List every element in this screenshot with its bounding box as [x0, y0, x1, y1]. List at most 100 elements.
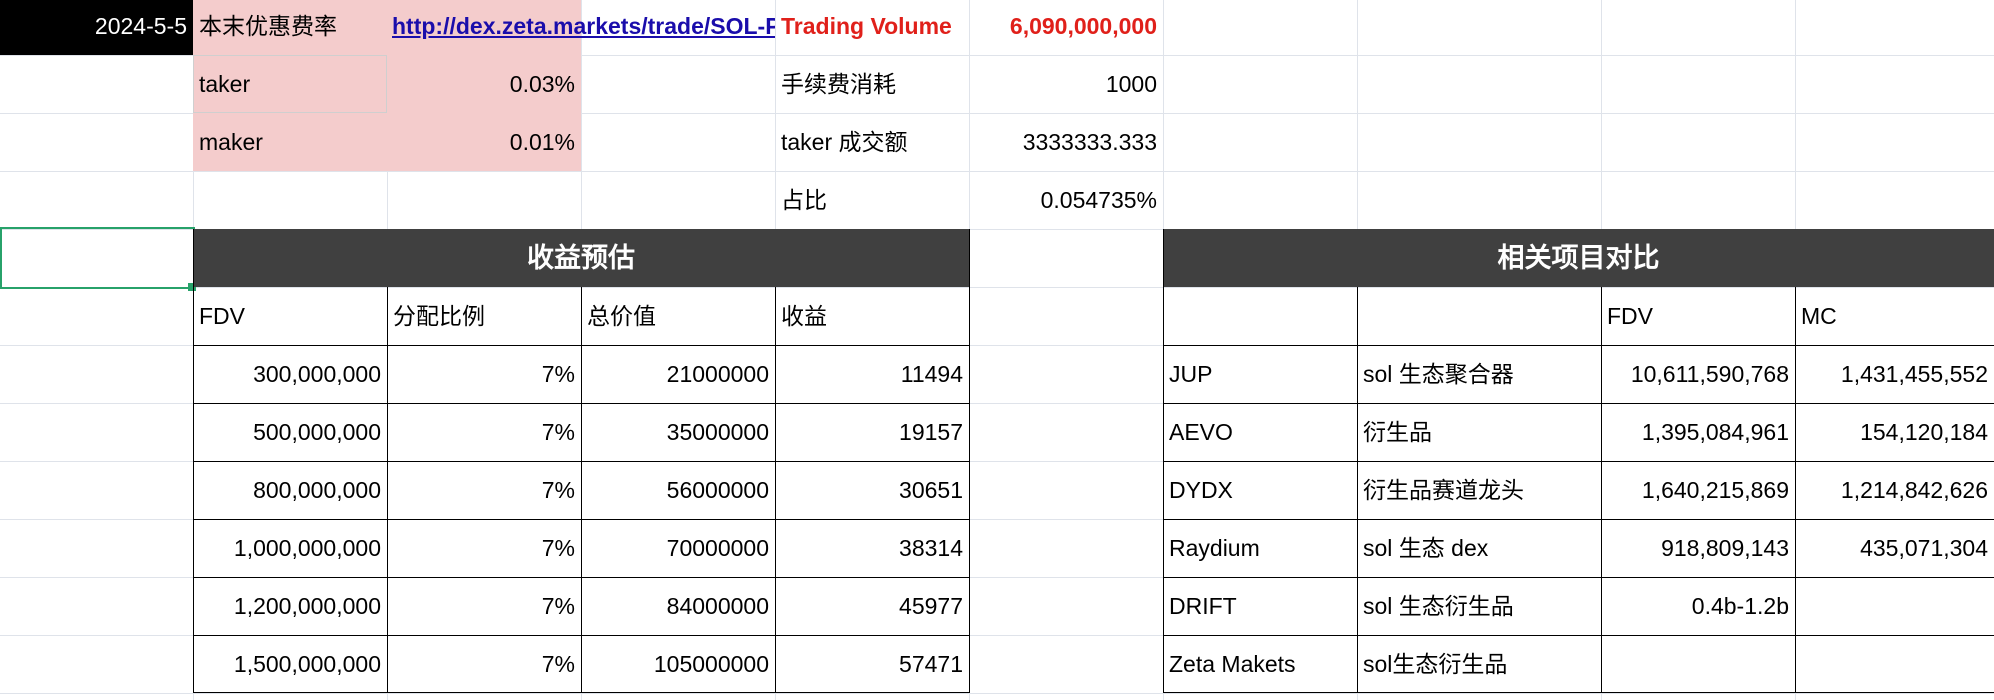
table-border	[1163, 345, 1994, 346]
gridline	[0, 577, 1994, 578]
selected-cell[interactable]	[0, 227, 195, 289]
date-cell-fill	[0, 0, 193, 55]
compare-cell[interactable]	[1601, 635, 1795, 693]
estimate-cell[interactable]: 1,500,000,000	[233, 651, 381, 677]
table-border	[193, 577, 969, 578]
table-border	[969, 229, 970, 693]
estimate-cell[interactable]: 45977	[899, 593, 963, 619]
estimate-cell[interactable]: 38314	[899, 535, 963, 561]
date-cell[interactable]: 2024-5-5	[94, 13, 187, 39]
compare-cell[interactable]: 衍生品	[1363, 419, 1432, 445]
compare-title[interactable]: 相关项目对比	[1163, 229, 1994, 287]
estimate-cell[interactable]: 300,000,000	[253, 361, 381, 387]
estimate-header-ratio[interactable]: 分配比例	[393, 303, 485, 329]
compare-cell[interactable]: 1,640,215,869	[1641, 477, 1789, 503]
estimate-cell[interactable]: 7%	[541, 361, 575, 387]
taker-turnover-label[interactable]: taker 成交额	[781, 129, 908, 155]
compare-header-fdv[interactable]: FDV	[1607, 303, 1653, 329]
estimate-cell[interactable]: 19157	[899, 419, 963, 445]
estimate-cell[interactable]: 70000000	[666, 535, 769, 561]
fee-consumption-label[interactable]: 手续费消耗	[781, 71, 896, 97]
share-label[interactable]: 占比	[781, 187, 827, 213]
taker-cell-border	[193, 55, 387, 113]
fee-consumption-value[interactable]: 1000	[1105, 71, 1157, 97]
estimate-cell[interactable]: 11494	[900, 361, 963, 387]
share-value[interactable]: 0.054735%	[1040, 187, 1157, 213]
compare-cell[interactable]: 435,071,304	[1860, 535, 1988, 561]
estimate-header-income[interactable]: 收益	[781, 303, 827, 329]
compare-cell[interactable]: Zeta Makets	[1169, 651, 1296, 677]
estimate-cell[interactable]: 84000000	[666, 593, 769, 619]
estimate-cell[interactable]: 57471	[899, 651, 963, 677]
table-border	[1163, 577, 1994, 578]
gridline	[0, 345, 1994, 346]
compare-cell[interactable]: sol 生态聚合器	[1363, 361, 1514, 387]
trading-volume-value[interactable]: 6,090,000,000	[1009, 13, 1157, 39]
table-border	[1163, 635, 1994, 636]
compare-cell[interactable]: 1,395,084,961	[1641, 419, 1789, 445]
compare-cell[interactable]: DYDX	[1169, 477, 1233, 503]
compare-cell[interactable]: DRIFT	[1169, 593, 1237, 619]
fill-handle[interactable]	[188, 283, 196, 291]
estimate-cell[interactable]: 7%	[541, 535, 575, 561]
compare-cell[interactable]: AEVO	[1169, 419, 1233, 445]
compare-cell[interactable]: sol 生态 dex	[1363, 535, 1489, 561]
gridline	[0, 113, 1994, 114]
compare-cell[interactable]: 1,214,842,626	[1840, 477, 1988, 503]
estimate-cell[interactable]: 1,000,000,000	[233, 535, 381, 561]
estimate-cell[interactable]: 35000000	[666, 419, 769, 445]
trading-volume-label[interactable]: Trading Volume	[781, 13, 952, 39]
table-border	[387, 287, 388, 693]
gridline	[0, 287, 1994, 288]
compare-cell[interactable]: JUP	[1169, 361, 1213, 387]
maker-rate[interactable]: 0.01%	[509, 129, 575, 155]
table-border	[193, 461, 969, 462]
estimate-cell[interactable]: 7%	[541, 593, 575, 619]
estimate-cell[interactable]: 21000000	[666, 361, 769, 387]
compare-cell[interactable]: 衍生品赛道龙头	[1363, 477, 1524, 503]
estimate-title[interactable]: 收益预估	[193, 229, 969, 287]
compare-cell[interactable]: 154,120,184	[1860, 419, 1988, 445]
table-border	[193, 345, 969, 346]
estimate-cell[interactable]: 105000000	[653, 651, 769, 677]
compare-cell[interactable]: 0.4b-1.2b	[1691, 593, 1789, 619]
table-border	[193, 403, 969, 404]
estimate-cell[interactable]: 800,000,000	[253, 477, 381, 503]
compare-header-mc[interactable]: MC	[1801, 303, 1837, 329]
estimate-header-fdv[interactable]: FDV	[199, 303, 245, 329]
maker-label[interactable]: maker	[199, 129, 263, 155]
fee-title-cell[interactable]: 本末优惠费率	[199, 13, 337, 39]
compare-cell[interactable]: 10,611,590,768	[1630, 361, 1789, 387]
compare-header-name[interactable]	[1163, 287, 1357, 345]
table-border	[1163, 461, 1994, 462]
compare-header-desc[interactable]	[1357, 287, 1601, 345]
table-border	[1357, 287, 1358, 693]
estimate-cell[interactable]: 7%	[541, 477, 575, 503]
compare-cell[interactable]: 918,809,143	[1661, 535, 1789, 561]
url-link-text[interactable]: http://dex.zeta.markets/trade/SOL-PERP	[392, 13, 775, 39]
compare-cell[interactable]	[1795, 635, 1994, 693]
compare-cell[interactable]: 1,431,455,552	[1840, 361, 1988, 387]
compare-cell[interactable]: sol 生态衍生品	[1363, 593, 1514, 619]
gridline	[0, 519, 1994, 520]
table-border	[1163, 403, 1994, 404]
estimate-cell[interactable]: 7%	[541, 651, 575, 677]
taker-turnover-value[interactable]: 3333333.333	[1022, 129, 1157, 155]
estimate-cell[interactable]: 7%	[541, 419, 575, 445]
table-border	[581, 287, 582, 693]
estimate-cell[interactable]: 500,000,000	[253, 419, 381, 445]
estimate-cell[interactable]: 1,200,000,000	[233, 593, 381, 619]
estimate-header-total[interactable]: 总价值	[587, 303, 656, 329]
compare-cell[interactable]: sol生态衍生品	[1363, 651, 1508, 677]
gridline	[0, 403, 1994, 404]
taker-rate[interactable]: 0.03%	[509, 71, 575, 97]
table-border	[1601, 287, 1602, 693]
estimate-cell[interactable]: 56000000	[666, 477, 769, 503]
compare-cell[interactable]	[1795, 577, 1994, 635]
gridline	[0, 229, 1994, 230]
compare-cell[interactable]: Raydium	[1169, 535, 1260, 561]
taker-label[interactable]: taker	[199, 71, 251, 97]
url-link[interactable]: http://dex.zeta.markets/trade/SOL-PERP	[387, 0, 775, 55]
estimate-cell[interactable]: 30651	[899, 477, 963, 503]
